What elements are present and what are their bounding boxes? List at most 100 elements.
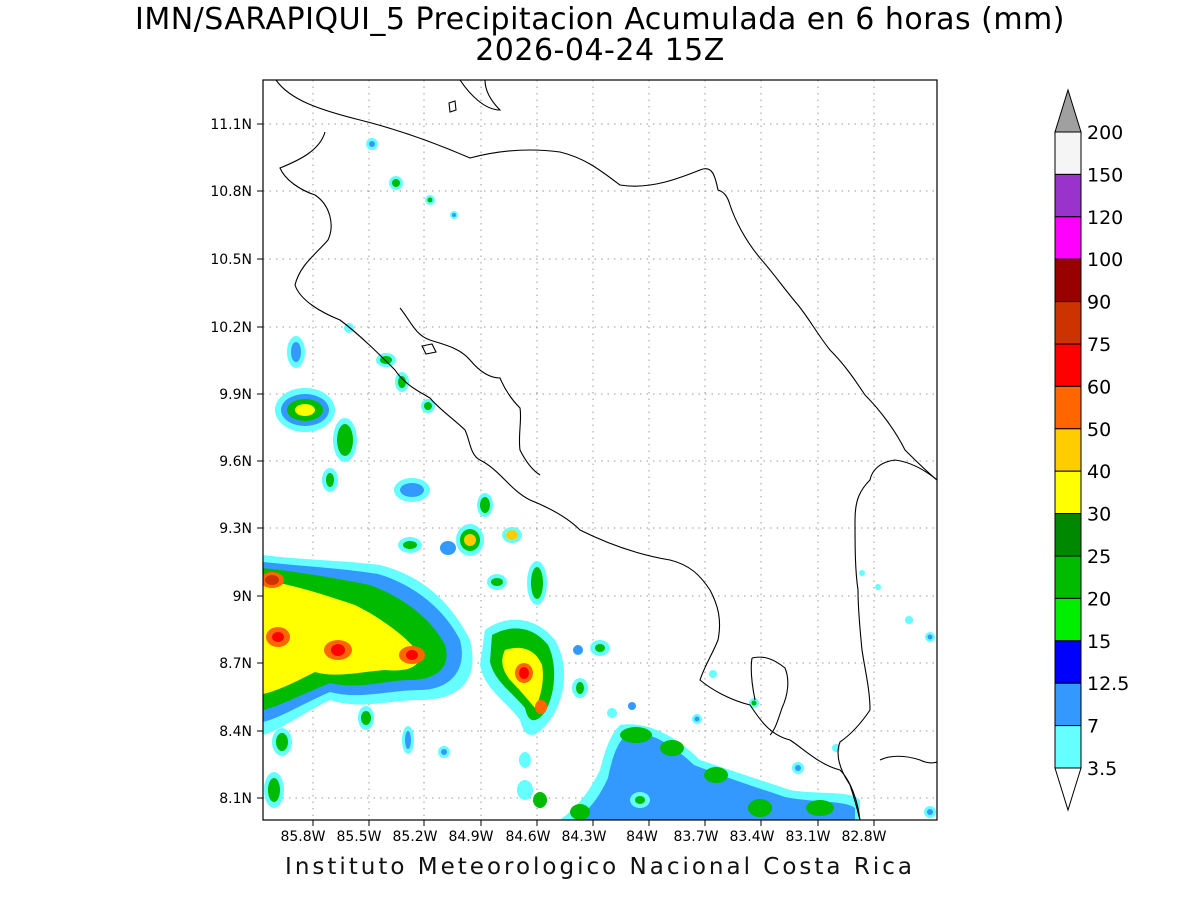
precip-cell [464,534,476,546]
precip-dot [751,700,757,706]
precip-dot [573,645,583,655]
precip-dot [369,141,375,147]
lon-label: 85.8W [280,829,325,845]
precip-dot [628,702,636,710]
axis-ticks [257,123,875,826]
precip-core [519,667,529,679]
colorbar-label: 15 [1087,631,1111,653]
precip-cell [660,740,684,756]
precip-cell [337,424,353,456]
lat-label: 9N [233,589,252,605]
precip-dot [905,616,913,624]
pacific-coast [279,131,861,820]
precip-dot [452,213,456,217]
precip-dot [709,670,717,678]
precip-cell [806,800,834,816]
plot-frame [262,79,938,821]
precip-cell [405,731,411,749]
colorbar-label: 200 [1087,122,1123,144]
lat-label: 10.5N [210,252,252,268]
lon-label: 85.2W [392,829,437,845]
precip-core [535,700,547,714]
colorbar-swatch [1054,597,1082,642]
colorbar-label: 30 [1087,504,1111,526]
lat-label: 8.4N [219,724,252,740]
colorbar-label: 150 [1087,164,1123,186]
precip-cell [533,792,547,808]
precip-cell [595,644,605,652]
precip-dot [927,634,933,640]
colorbar-label: 12.5 [1087,673,1129,695]
precip-cell [361,711,371,725]
colorbar-swatch [1054,343,1082,387]
lat-label: 8.7N [219,656,252,672]
precip-cell [506,530,518,540]
colorbar-label: 75 [1087,334,1111,356]
lat-label: 10.2N [210,320,252,336]
colorbar-label: 100 [1087,249,1123,271]
colorbar-swatch [1054,513,1082,557]
precip-dot [398,376,406,388]
lat-label: 10.8N [210,184,252,200]
panama-coast [879,755,937,764]
precip-dot [424,402,432,410]
precip-cell [291,342,301,362]
osa-peninsula [750,656,789,736]
lat-label: 9.6N [219,454,252,470]
precip-cell [326,473,334,487]
colorbar-swatch [1054,385,1082,430]
colorbar-swatch [1054,131,1082,175]
lat-label: 9.3N [219,521,252,537]
plot-area [262,79,938,821]
colorbar: 200 150 120 100 90 75 60 50 40 30 25 20 15 12.5 7 3.5 [1054,88,1129,812]
nicaragua-lake-shore [459,80,502,111]
colorbar-label: 3.5 [1087,758,1117,780]
nicoya-island [421,343,437,355]
colorbar-label: 90 [1087,292,1111,314]
colorbar-label: 7 [1087,716,1099,738]
colorbar-label: 50 [1087,419,1111,441]
precip-cell [620,727,652,743]
colorbar-swatch [1054,725,1082,769]
colorbar-boxes [1054,131,1082,769]
colorbar-swatch [1054,301,1082,345]
nicaragua-border [275,80,731,206]
precip-core [331,644,345,656]
precip-cell [704,767,728,783]
precip-core [406,650,418,660]
lon-label: 84W [626,829,658,845]
lat-label: 8.1N [219,791,252,807]
colorbar-under-triangle [1054,767,1082,812]
lon-label: 84.3W [561,829,606,845]
precip-cell [480,497,490,513]
valid-time: 2026-04-24 15Z [475,33,725,68]
precip-band-yellow [263,580,420,694]
precip-cell [276,733,288,751]
colorbar-swatch [1054,173,1082,218]
colorbar-label: 25 [1087,546,1111,568]
precip-cell [517,780,533,800]
lon-label: 82.8W [841,829,886,845]
precip-dot [875,584,881,590]
lon-label: 84.6W [505,829,550,845]
colorbar-swatch [1054,216,1082,260]
precip-cell [748,799,772,817]
latitude-labels: 11.1N 10.8N 10.5N 10.2N 9.9N 9.6N 9.3N 9… [210,117,252,807]
precip-dot [441,749,447,755]
coastlines [275,80,937,820]
precip-cell [519,752,531,768]
lat-label: 11.1N [210,117,252,133]
lon-label: 83.4W [729,829,774,845]
footer-credit: Instituto Meteorologico Nacional Costa R… [285,854,915,880]
precip-cell [635,796,645,804]
lon-label: 85.5W [336,829,381,845]
precip-dot [795,765,801,771]
colorbar-swatch [1054,682,1082,727]
precip-core [272,632,284,642]
precip-cell [440,541,456,555]
precip-cell [491,578,503,586]
colorbar-label: 120 [1087,207,1123,229]
precip-dot [694,716,700,722]
precip-field [263,138,936,820]
